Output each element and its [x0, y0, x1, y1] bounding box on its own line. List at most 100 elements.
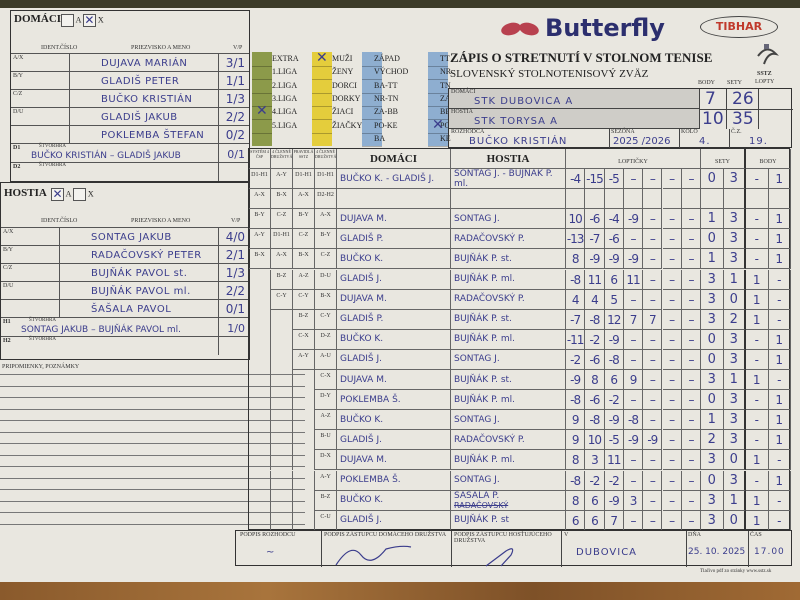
player-row[interactable]: B/Y GLADIŠ PETER 1/1: [11, 71, 249, 89]
district-option-3[interactable]: ZA: [440, 93, 451, 103]
match-row[interactable]: B-Y C-Z B-Y A-X DUJAVA M. SONTAG J. 10 -6 -4 -9– –…: [249, 209, 791, 230]
ball-score[interactable]: –: [643, 289, 663, 310]
match-row[interactable]: C-Y C-Y B-X DUJAVA M. RADAČOVSKÝ P. 4 4 5– – – –3 0…: [249, 289, 791, 310]
league-option-4[interactable]: 4.LIGA: [272, 107, 298, 117]
ball-score[interactable]: 4: [585, 289, 605, 310]
doubles-row[interactable]: H2 ŠTVORHRA: [1, 336, 249, 355]
ball-score[interactable]: –: [681, 450, 702, 471]
ball-score[interactable]: –: [681, 470, 702, 491]
away-player-cell[interactable]: RADAČOVSKÝ P.: [451, 430, 566, 451]
ball-score[interactable]: 10: [585, 430, 605, 451]
away-player[interactable]: BUJŇÁK P. st.: [454, 253, 512, 264]
ball-score[interactable]: -2: [585, 470, 605, 491]
away-player[interactable]: SONTAG J.: [454, 475, 500, 486]
away-player[interactable]: SONTAG J.: [454, 354, 500, 365]
ball-score[interactable]: –: [681, 169, 702, 190]
ball-score[interactable]: –: [662, 329, 682, 350]
away-player-cell[interactable]: BUJŇÁK P. ml.: [451, 450, 566, 471]
ball-score[interactable]: -9: [604, 329, 624, 350]
away-player[interactable]: BUJŇÁK P. st.: [454, 314, 512, 325]
player-row[interactable]: D/U GLADIŠ JAKUB 2/2: [11, 107, 249, 125]
match-row[interactable]: A-Z BUČKO K. SONTAG J. 9 -8 -9 -8– – –1 3-1: [249, 410, 791, 431]
ball-score[interactable]: -8: [604, 349, 624, 370]
ball-score[interactable]: 7: [604, 510, 624, 531]
ball-score[interactable]: –: [623, 289, 644, 310]
ball-score[interactable]: –: [662, 450, 682, 471]
ball-score[interactable]: 6: [604, 269, 624, 290]
ball-score[interactable]: –: [681, 309, 702, 330]
away-option-a-checkbox[interactable]: ✕: [51, 187, 64, 201]
home-player[interactable]: BUČKO K. - GLADIŠ J.: [337, 169, 451, 190]
ball-score[interactable]: –: [623, 470, 644, 491]
ball-score[interactable]: -9: [623, 209, 644, 230]
ball-score[interactable]: -9: [643, 430, 663, 451]
ball-score[interactable]: –: [681, 390, 702, 411]
away-player[interactable]: BUJŇÁK P. ml.: [454, 454, 515, 465]
doubles-names[interactable]: BUČKO KRISTIÁN – GLADIŠ JAKUB: [31, 151, 181, 161]
ball-score[interactable]: 4: [566, 289, 586, 310]
ball-score[interactable]: –: [643, 410, 663, 431]
ball-score[interactable]: –: [662, 370, 682, 391]
district-option-5[interactable]: PO: [440, 120, 451, 130]
ball-score[interactable]: 9: [566, 430, 586, 451]
home-player[interactable]: GLADIŠ P.: [337, 229, 451, 250]
ball-score[interactable]: 9: [566, 410, 586, 431]
away-player[interactable]: SONTAG J. - BUJŇÁK P. ml.: [454, 169, 553, 189]
region-option-6[interactable]: BA: [374, 133, 386, 143]
home-player[interactable]: BUČKO K.: [337, 410, 451, 431]
ball-score[interactable]: 11: [623, 269, 644, 290]
away-player[interactable]: BUJŇÁK P. ml.: [454, 334, 515, 345]
away-player[interactable]: SONTAG J.: [454, 213, 500, 224]
ball-score[interactable]: –: [681, 229, 702, 250]
region-option-5[interactable]: PO-KE: [374, 120, 398, 130]
match-row[interactable]: B-X A-X B-X C-Z BUČKO K. BUJŇÁK P. st. 8 -9 -9 -9…: [249, 249, 791, 270]
player-name[interactable]: GLADIŠ PETER: [101, 76, 180, 87]
ball-score[interactable]: –: [643, 349, 663, 370]
ball-score[interactable]: –: [643, 370, 663, 391]
away-player-cell[interactable]: SONTAG J.: [451, 470, 566, 491]
ball-score[interactable]: -2: [604, 470, 624, 491]
player-row[interactable]: A/X DUJAVA MARIÁN 3/1: [11, 53, 249, 71]
match-row[interactable]: C-U GLADIŠ J. BUJŇÁK P. st 6 6 7– – – –3 0 1-: [249, 510, 791, 531]
district-option-0[interactable]: TT: [440, 54, 450, 63]
away-player-cell[interactable]: SONTAG J.: [451, 349, 566, 370]
ball-score[interactable]: 8: [566, 490, 586, 511]
ball-score[interactable]: [643, 189, 663, 210]
ball-score[interactable]: -4: [566, 169, 586, 190]
ball-score[interactable]: -15: [585, 169, 605, 190]
ball-score[interactable]: 6: [566, 510, 586, 531]
home-player[interactable]: POKLEMBA Š.: [337, 470, 451, 491]
ball-score[interactable]: –: [643, 269, 663, 290]
home-option-x-checkbox[interactable]: ✕: [82, 13, 96, 27]
ball-score[interactable]: –: [681, 430, 702, 451]
player-row[interactable]: ŠAŠALA PAVOL 0/1: [1, 299, 249, 317]
ball-score[interactable]: -9: [623, 430, 644, 451]
player-name[interactable]: ŠAŠALA PAVOL: [91, 304, 172, 315]
home-player[interactable]: DUJAVA M.: [337, 370, 451, 391]
match-row[interactable]: A-Y A-U GLADIŠ J. SONTAG J. -2 -6 -8– – – –0 3-1: [249, 349, 791, 370]
ball-score[interactable]: -9: [604, 249, 624, 270]
ball-score[interactable]: 9: [623, 370, 644, 391]
player-row[interactable]: D/U BUJŇÁK PAVOL ml. 2/2: [1, 281, 249, 299]
ball-score[interactable]: -2: [604, 390, 624, 411]
league-option-3[interactable]: 3.LIGA: [272, 93, 298, 103]
ball-score[interactable]: -13: [566, 229, 586, 250]
league-option-2[interactable]: 2.LIGA: [272, 80, 298, 90]
ball-score[interactable]: -8: [566, 269, 586, 290]
ball-score[interactable]: –: [662, 249, 682, 270]
away-player-cell[interactable]: RADAČOVSKÝ P.: [451, 229, 566, 250]
player-name[interactable]: BUJŇÁK PAVOL st.: [91, 268, 188, 279]
ball-score[interactable]: 6: [585, 510, 605, 531]
ball-score[interactable]: 10: [566, 209, 586, 230]
away-player-cell[interactable]: SONTAG J. - BUJŇÁK P. ml.: [451, 169, 566, 190]
ball-score[interactable]: –: [643, 510, 663, 531]
ball-score[interactable]: 12: [604, 309, 624, 330]
notes-area[interactable]: PRIPOMIENKY, POZNÁMKY: [0, 362, 305, 530]
ball-score[interactable]: –: [662, 470, 682, 491]
gender-option-1[interactable]: ŽENY: [332, 67, 354, 77]
gender-option-2[interactable]: DORCI: [332, 80, 357, 90]
ball-score[interactable]: –: [643, 229, 663, 250]
region-option-1[interactable]: VÝCHOD: [374, 67, 409, 77]
home-player[interactable]: POKLEMBA Š.: [337, 390, 451, 411]
away-player[interactable]: RADAČOVSKÝ P.: [454, 294, 525, 305]
